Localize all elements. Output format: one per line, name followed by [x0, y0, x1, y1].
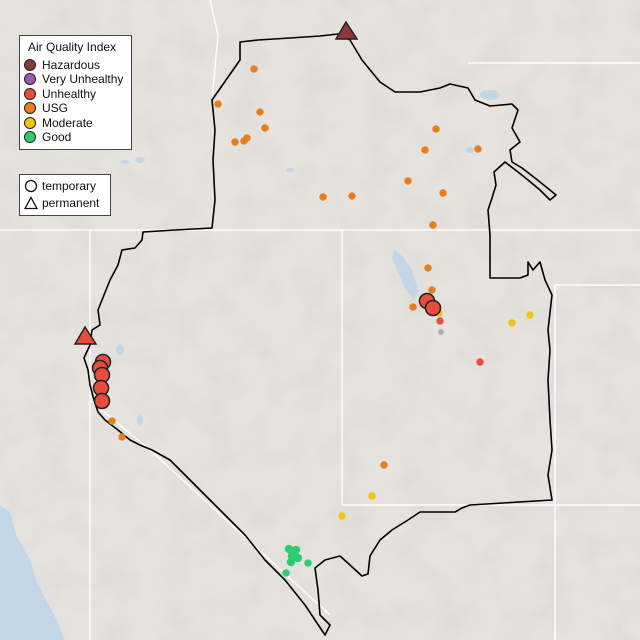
- monitor-usg[interactable]: [231, 138, 239, 146]
- monitor-unhealthy-large[interactable]: [424, 299, 442, 317]
- monitor-good[interactable]: [293, 553, 303, 563]
- monitor-no-data[interactable]: [438, 329, 444, 335]
- legend-label: Moderate: [42, 116, 93, 130]
- legend-swatch: [24, 73, 36, 85]
- monitor-usg[interactable]: [421, 146, 429, 154]
- monitor-unhealthy[interactable]: [436, 317, 444, 325]
- monitor-moderate[interactable]: [338, 512, 346, 520]
- legend-label: Good: [42, 130, 72, 144]
- monitor-usg[interactable]: [118, 433, 126, 441]
- legend-label: Very Unhealthy: [42, 72, 124, 86]
- aqi-monitors: [73, 20, 534, 577]
- monitor-usg[interactable]: [256, 108, 264, 116]
- monitor-good[interactable]: [304, 559, 312, 567]
- legend-item-usg: USG: [24, 101, 68, 115]
- triangle-icon: [24, 196, 38, 210]
- monitor-good[interactable]: [282, 569, 290, 577]
- monitor-usg[interactable]: [380, 461, 388, 469]
- monitor-usg[interactable]: [214, 100, 222, 108]
- legend-swatch: [24, 102, 36, 114]
- legend-item-unhealthy: Unhealthy: [24, 87, 96, 101]
- legend-swatch: [24, 59, 36, 71]
- monitor-type-legend: temporary permanent: [19, 174, 111, 216]
- legend-label: permanent: [42, 196, 100, 210]
- circle-icon: [24, 179, 38, 193]
- monitor-usg[interactable]: [424, 264, 432, 272]
- legend-item-permanent: permanent: [24, 195, 99, 211]
- monitor-usg[interactable]: [404, 177, 412, 185]
- legend-label: Unhealthy: [42, 87, 97, 101]
- legend-item-hazardous: Hazardous: [24, 58, 100, 72]
- pacific-ocean: [0, 505, 64, 640]
- monitor-moderate[interactable]: [368, 492, 376, 500]
- aqi-legend: Air Quality Index Hazardous Very Unhealt…: [19, 35, 132, 150]
- legend-label: temporary: [42, 179, 97, 193]
- monitor-moderate[interactable]: [526, 311, 534, 319]
- monitor-usg[interactable]: [261, 124, 269, 132]
- monitor-usg[interactable]: [474, 145, 482, 153]
- monitor-unhealthy-large[interactable]: [93, 392, 111, 410]
- permanent-monitor-hazardous[interactable]: [334, 20, 359, 40]
- monitor-usg[interactable]: [439, 189, 447, 197]
- monitor-usg[interactable]: [409, 303, 417, 311]
- legend-title: Air Quality Index: [28, 40, 117, 54]
- legend-swatch: [24, 131, 36, 143]
- legend-label: Hazardous: [42, 58, 101, 72]
- legend-item-good: Good: [24, 130, 71, 144]
- monitor-moderate[interactable]: [508, 319, 516, 327]
- monitor-good[interactable]: [291, 545, 301, 555]
- legend-item-temporary: temporary: [24, 178, 96, 194]
- permanent-monitor-unhealthy[interactable]: [73, 325, 98, 345]
- monitor-usg[interactable]: [319, 193, 327, 201]
- region-boundary: [83, 33, 557, 636]
- monitor-usg[interactable]: [108, 417, 116, 425]
- legend-swatch: [24, 117, 36, 129]
- monitor-good[interactable]: [286, 557, 296, 567]
- lakes: [116, 90, 500, 425]
- monitor-usg[interactable]: [348, 192, 356, 200]
- monitor-usg[interactable]: [429, 221, 437, 229]
- legend-label: USG: [42, 101, 69, 115]
- monitor-unhealthy[interactable]: [476, 358, 484, 366]
- legend-item-very-unhealthy: Very Unhealthy: [24, 72, 123, 86]
- legend-swatch: [24, 88, 36, 100]
- monitor-usg[interactable]: [250, 65, 258, 73]
- monitor-usg[interactable]: [428, 286, 436, 294]
- monitor-usg[interactable]: [432, 125, 440, 133]
- legend-item-moderate: Moderate: [24, 116, 93, 130]
- monitor-usg[interactable]: [240, 137, 248, 145]
